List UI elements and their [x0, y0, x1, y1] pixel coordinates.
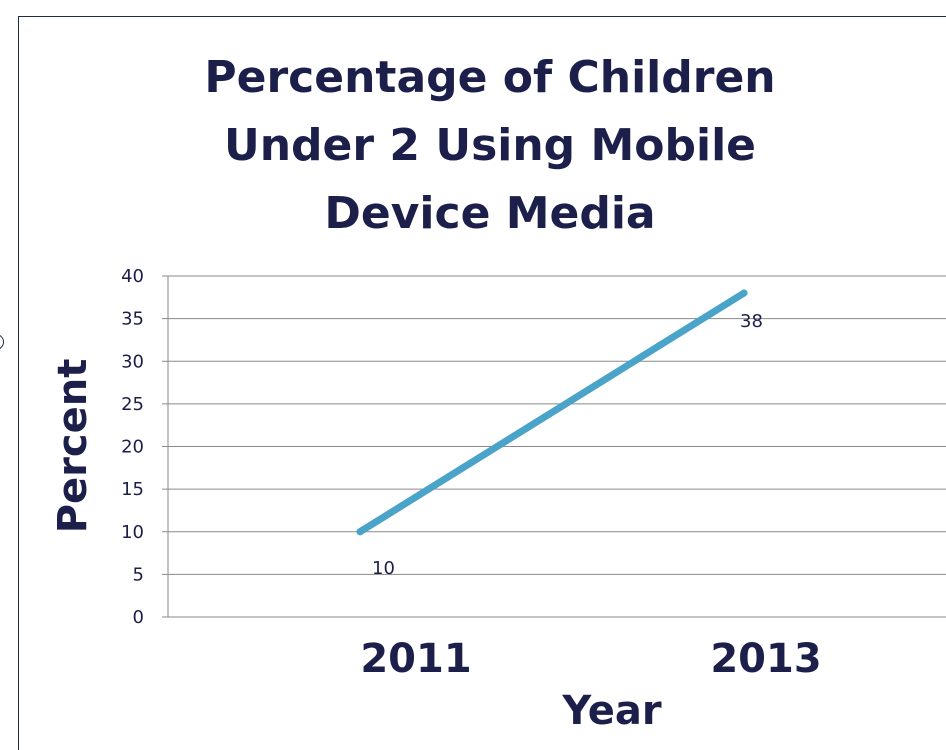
gridlines — [162, 275, 946, 618]
y-tick-label: 35 — [121, 309, 144, 330]
x-tick-label: 2013 — [710, 636, 821, 682]
series — [356, 289, 748, 536]
y-tick-label: 0 — [133, 607, 144, 628]
chart-title-line-1: Percentage of Children — [204, 52, 776, 103]
y-tick-label: 15 — [121, 479, 144, 500]
data-point — [740, 289, 748, 297]
data-label: 10 — [372, 558, 395, 579]
y-tick-label: 25 — [121, 394, 144, 415]
chart-title-line-2: Under 2 Using Mobile — [224, 120, 756, 171]
data-labels: 10 38 — [372, 311, 763, 579]
x-tick-label: 2011 — [360, 636, 471, 682]
x-tick-labels: 2011 2013 — [360, 636, 821, 682]
chart-title: Percentage of Children Under 2 Using Mob… — [150, 44, 830, 248]
data-point — [356, 528, 364, 536]
y-axis-label: Percent — [50, 359, 96, 534]
chart-frame — [18, 16, 946, 750]
y-tick-label: 40 — [121, 266, 144, 287]
y-tick-labels: 0 5 10 15 20 25 30 35 40 — [121, 266, 144, 628]
y-tick-label: 30 — [121, 351, 144, 372]
x-axis-label: Year — [561, 688, 661, 734]
y-tick-label: 20 — [121, 437, 144, 458]
chart-title-line-3: Device Media — [324, 188, 656, 239]
data-label: 38 — [740, 311, 763, 332]
y-tick-label: 10 — [121, 522, 144, 543]
series-line — [356, 289, 748, 536]
y-tick-label: 5 — [133, 564, 144, 585]
